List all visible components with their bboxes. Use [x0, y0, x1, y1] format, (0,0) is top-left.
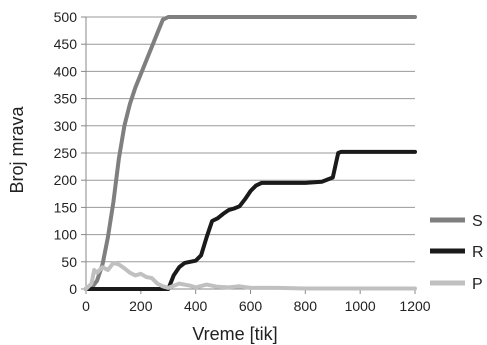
- y-tick-label: 50: [61, 254, 77, 270]
- legend-label-S: S: [472, 213, 483, 230]
- x-tick-label: 400: [184, 298, 208, 314]
- y-tick-label: 200: [54, 172, 78, 188]
- legend-label-R: R: [472, 244, 484, 261]
- y-axis-ticks: 0 50 100 150 200 250 300 350 400 450 500: [54, 9, 86, 297]
- x-axis-ticks: 0 200 400 600 800 1000 1200: [82, 289, 431, 314]
- y-tick-label: 450: [54, 36, 78, 52]
- grid-lines: [86, 16, 415, 263]
- x-tick-label: 1200: [399, 298, 430, 314]
- x-axis-title: Vreme [tik]: [192, 324, 277, 344]
- y-tick-label: 500: [54, 9, 78, 25]
- series-line-R: [84, 149, 417, 291]
- y-axis-title: Broj mrava: [7, 106, 27, 194]
- x-tick-label: 0: [82, 298, 90, 314]
- x-tick-label: 600: [239, 298, 263, 314]
- legend: SRP: [430, 213, 484, 293]
- y-tick-label: 150: [54, 199, 78, 215]
- y-tick-label: 300: [54, 118, 78, 134]
- legend-label-P: P: [472, 276, 483, 293]
- series-line-P: [84, 260, 417, 291]
- y-tick-label: 350: [54, 91, 78, 107]
- x-tick-label: 200: [129, 298, 153, 314]
- y-tick-label: 400: [54, 63, 78, 79]
- y-tick-label: 0: [69, 281, 77, 297]
- x-tick-label: 800: [294, 298, 318, 314]
- x-tick-label: 1000: [345, 298, 376, 314]
- y-tick-label: 250: [54, 145, 78, 161]
- y-tick-label: 100: [54, 227, 78, 243]
- series-lines: [84, 15, 417, 291]
